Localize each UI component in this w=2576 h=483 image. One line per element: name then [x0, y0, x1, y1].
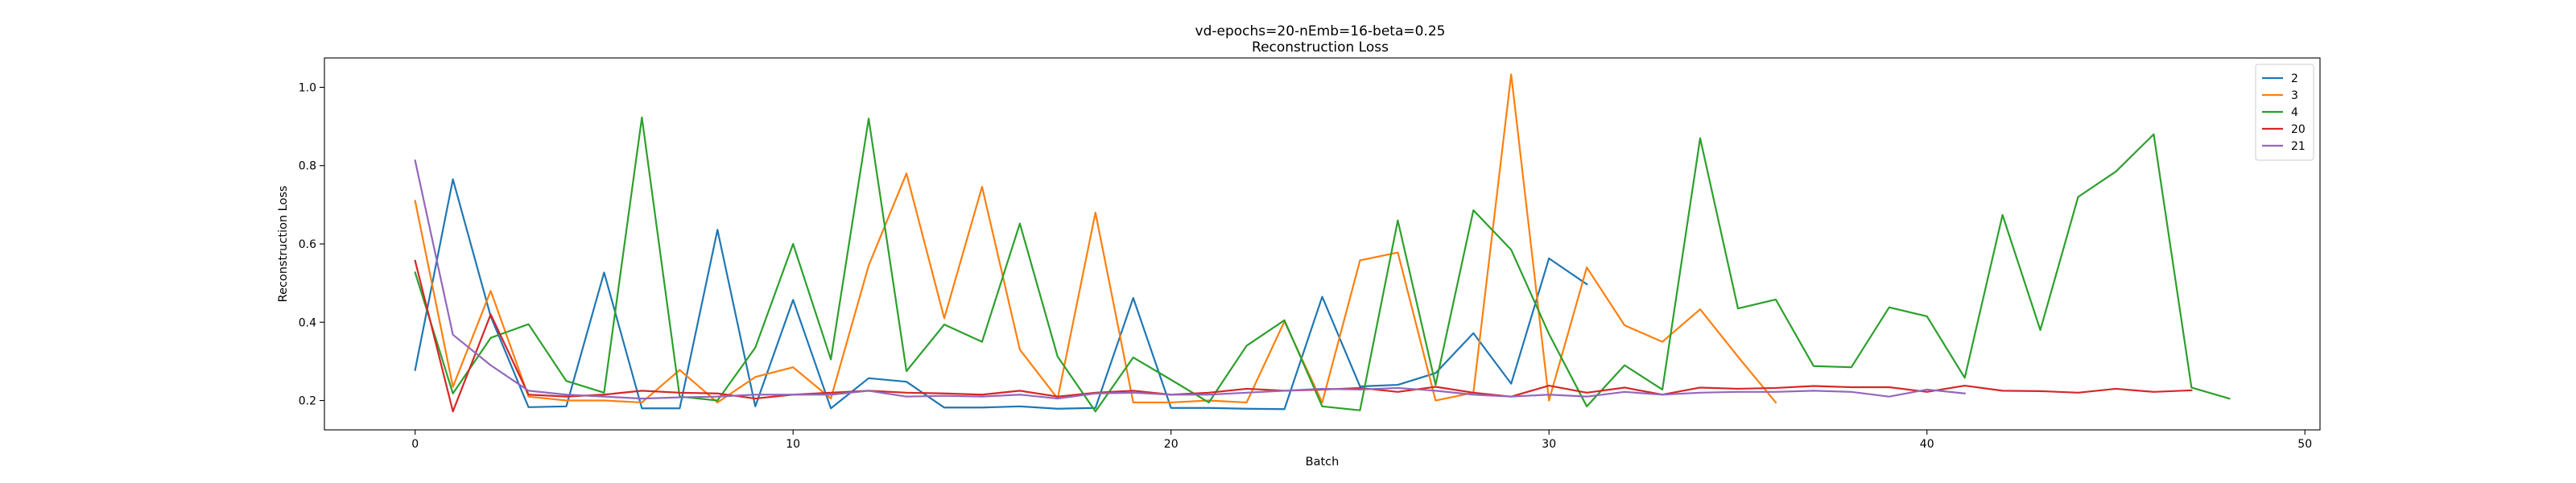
y-tick-label: 0.4 [299, 316, 316, 329]
series-line-3 [414, 73, 1777, 404]
legend-label-3: 3 [2291, 89, 2298, 102]
y-tick-label: 1.0 [299, 81, 316, 94]
x-tick-label: 20 [1164, 438, 1179, 451]
chart-title: vd-epochs=20-nEmb=16-beta=0.25 [1195, 23, 1446, 39]
legend-box [2255, 64, 2314, 161]
legend: 2 3 4 20 21 [2255, 64, 2314, 161]
chart-subtitle: Reconstruction Loss [1252, 39, 1389, 56]
y-tick-label: 0.6 [299, 238, 316, 251]
x-tick-label: 10 [786, 438, 800, 451]
x-axis-ticks: 0 10 20 30 40 50 [411, 430, 2312, 451]
legend-label-2: 2 [2291, 72, 2298, 85]
y-tick-label: 0.2 [299, 395, 316, 408]
series-line-4 [414, 116, 2231, 413]
y-tick-label: 0.8 [299, 160, 316, 173]
x-tick-label: 50 [2297, 438, 2312, 451]
x-tick-label: 30 [1542, 438, 1556, 451]
x-axis-label: Batch [1306, 456, 1340, 469]
legend-label-4: 4 [2291, 106, 2298, 119]
legend-label-20: 20 [2291, 123, 2306, 136]
y-axis-label: Reconstruction Loss [277, 186, 290, 303]
series-line-2 [414, 178, 1588, 411]
series-line-21 [414, 159, 1966, 400]
x-tick-label: 40 [1920, 438, 1934, 451]
legend-label-21: 21 [2291, 140, 2306, 153]
y-axis-ticks: 0.2 0.4 0.6 0.8 1.0 [299, 81, 324, 408]
series-layer [414, 73, 2231, 413]
x-tick-label: 0 [411, 438, 419, 451]
